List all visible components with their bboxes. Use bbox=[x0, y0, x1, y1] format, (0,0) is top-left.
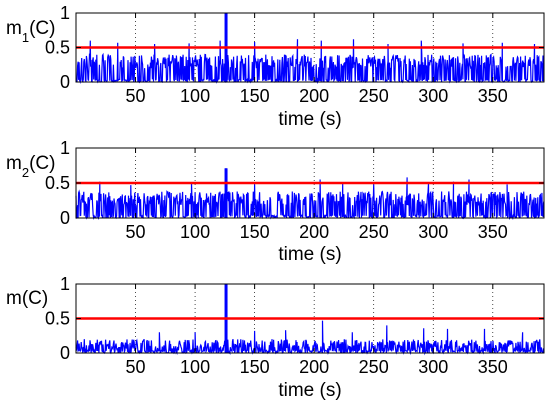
x-tick-label: 350 bbox=[478, 86, 508, 106]
x-tick-label: 100 bbox=[180, 357, 210, 377]
plot-area-1: 50 100 150 200 250 300 350 0 0.5 1 bbox=[45, 3, 545, 106]
y-tick-label: 0.5 bbox=[45, 38, 70, 58]
x-tick-label: 150 bbox=[240, 222, 270, 242]
x-tick-label: 50 bbox=[126, 222, 146, 242]
y-tick-label: 0 bbox=[60, 343, 70, 363]
y-tick-label: 1 bbox=[60, 3, 70, 23]
x-axis-label-2: time (s) bbox=[278, 244, 341, 265]
series-signal bbox=[75, 168, 545, 221]
x-tick-label: 200 bbox=[299, 222, 329, 242]
x-tick-label: 50 bbox=[126, 357, 146, 377]
y-label-2: m2(C) bbox=[6, 153, 55, 180]
x-tick-label: 250 bbox=[359, 222, 389, 242]
x-axis-label-1: time (s) bbox=[278, 109, 341, 130]
x-tick-label: 50 bbox=[126, 86, 146, 106]
panel-3: m(C) 50 100 150 200 250 300 350 0 0.5 1 time (s) bbox=[6, 274, 545, 401]
y-tick-label: 0.5 bbox=[45, 309, 70, 329]
y-label-1: m1(C) bbox=[6, 18, 55, 45]
x-tick-label: 250 bbox=[359, 357, 389, 377]
plot-area-3: 50 100 150 200 250 300 350 0 0.5 1 bbox=[45, 274, 545, 377]
x-axis-label-3: time (s) bbox=[278, 380, 341, 401]
y-tick-label: 0 bbox=[60, 208, 70, 228]
x-tick-label: 350 bbox=[478, 357, 508, 377]
x-tick-label: 200 bbox=[299, 86, 329, 106]
y-tick-label: 0 bbox=[60, 72, 70, 92]
y-tick-label: 1 bbox=[60, 274, 70, 294]
series-signal bbox=[75, 12, 545, 85]
x-tick-label: 150 bbox=[240, 357, 270, 377]
x-tick-label: 100 bbox=[180, 86, 210, 106]
panel-1: m1(C) 50 100 150 200 250 300 350 0 0.5 1 time (s) bbox=[6, 3, 545, 130]
x-tick-label: 300 bbox=[418, 357, 448, 377]
panel-2: m2(C) 50 100 150 200 250 300 350 0 0.5 1 time (s) bbox=[6, 138, 545, 265]
y-label-3: m(C) bbox=[6, 288, 48, 309]
x-tick-label: 150 bbox=[240, 86, 270, 106]
x-tick-label: 200 bbox=[299, 357, 329, 377]
x-tick-label: 300 bbox=[418, 222, 448, 242]
series-signal bbox=[75, 283, 545, 356]
y-tick-label: 1 bbox=[60, 138, 70, 158]
y-tick-label: 0.5 bbox=[45, 173, 70, 193]
x-tick-label: 250 bbox=[359, 86, 389, 106]
x-tick-label: 300 bbox=[418, 86, 448, 106]
x-tick-label: 100 bbox=[180, 222, 210, 242]
plot-area-2: 50 100 150 200 250 300 350 0 0.5 1 bbox=[45, 138, 545, 242]
x-tick-label: 350 bbox=[478, 222, 508, 242]
